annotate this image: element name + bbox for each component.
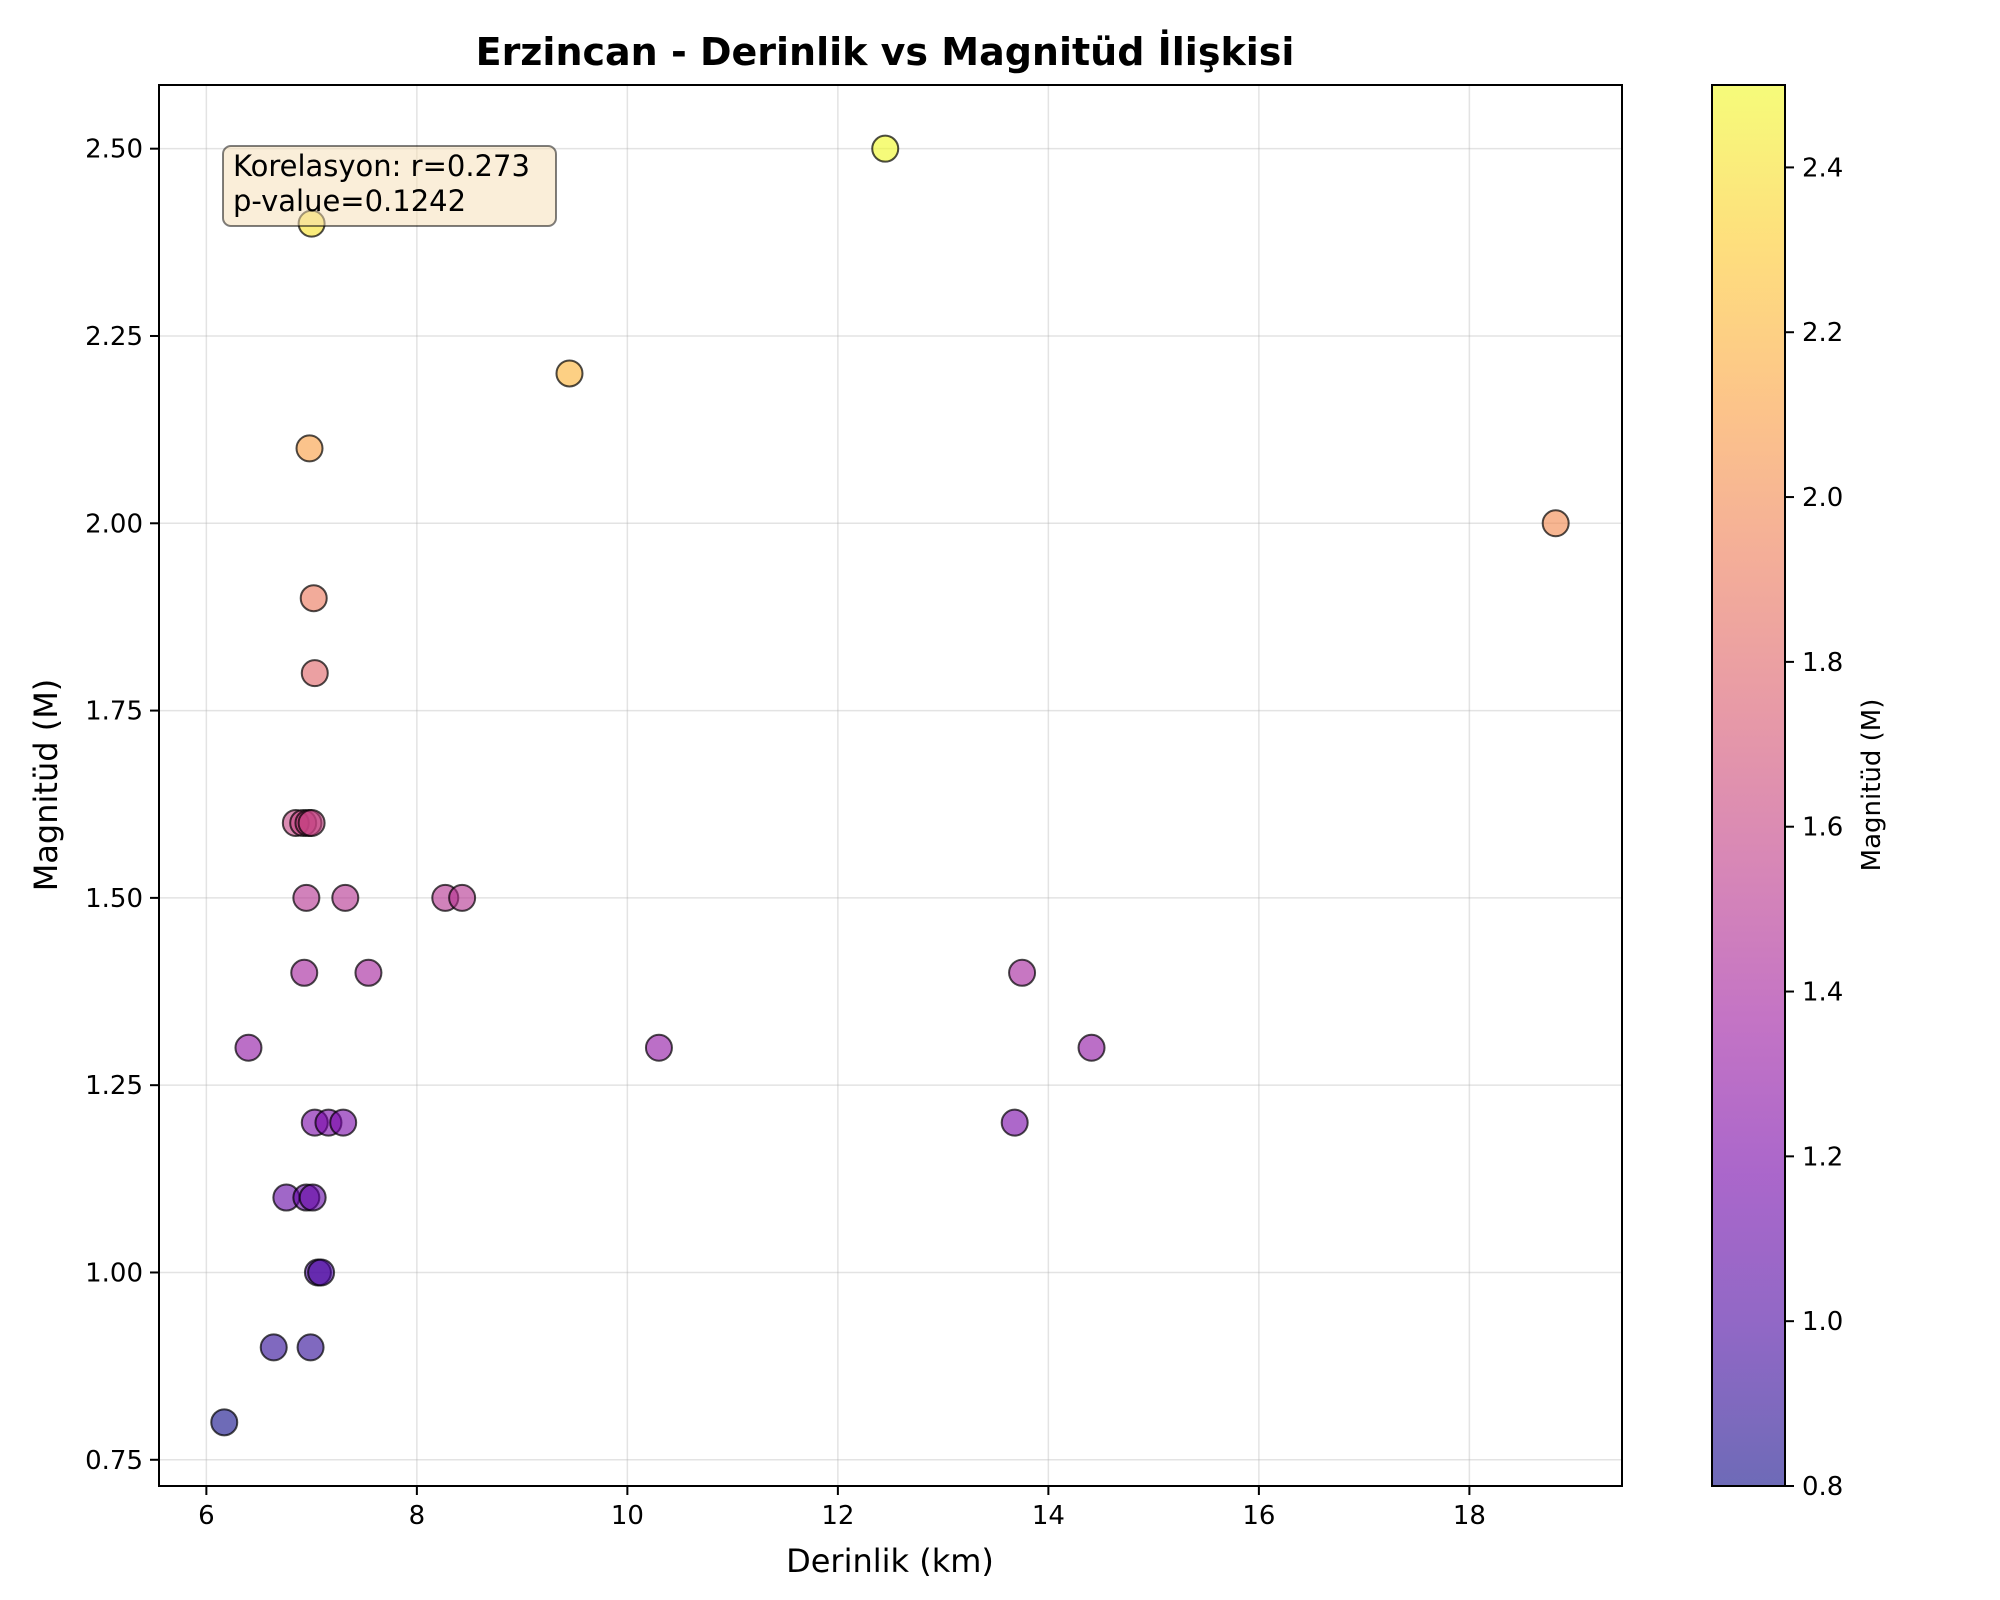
data-point xyxy=(297,808,326,837)
colorbar-tick-label: 1.8 xyxy=(1802,648,1843,678)
y-tick-label: 1.00 xyxy=(85,1258,143,1288)
y-tick-label: 1.50 xyxy=(85,884,143,914)
colorbar-gradient xyxy=(1712,85,1785,1486)
x-tick-label: 14 xyxy=(1032,1501,1065,1531)
data-point xyxy=(555,359,584,388)
data-point xyxy=(354,958,383,987)
annotation-background xyxy=(222,145,557,227)
x-tick-label: 10 xyxy=(611,1501,644,1531)
colorbar-label: Magnitüd (M) xyxy=(1857,699,1887,872)
y-tick-label: 2.00 xyxy=(85,509,143,539)
chart-title: Erzincan - Derinlik vs Magnitüd İlişkisi xyxy=(476,30,1295,74)
colorbar-tick-label: 2.4 xyxy=(1802,153,1843,183)
data-point xyxy=(331,883,360,912)
data-point xyxy=(295,434,324,463)
data-point xyxy=(307,1258,336,1287)
x-tick-label: 18 xyxy=(1453,1501,1486,1531)
data-point xyxy=(300,659,329,688)
annotation-p-value: p-value=0.1242 xyxy=(233,184,466,218)
data-point xyxy=(234,1033,263,1062)
y-axis-ticks: 0.75 1.00 1.25 1.50 1.75 2.00 2.25 2.50 xyxy=(85,135,159,1476)
colorbar-ticks: 0.8 1.0 1.2 1.4 1.6 1.8 2.0 2.2 2.4 xyxy=(1785,153,1843,1502)
data-point xyxy=(1008,958,1037,987)
data-point xyxy=(644,1033,673,1062)
grid-lines xyxy=(159,85,1622,1486)
data-point xyxy=(298,1183,327,1212)
x-tick-label: 8 xyxy=(409,1501,426,1531)
y-tick-label: 0.75 xyxy=(85,1446,143,1476)
data-point xyxy=(292,883,321,912)
data-point xyxy=(1077,1033,1106,1062)
y-axis-label: Magnitüd (M) xyxy=(27,679,65,892)
data-point xyxy=(290,958,319,987)
y-tick-label: 1.25 xyxy=(85,1071,143,1101)
data-point xyxy=(299,584,328,613)
y-tick-label: 2.50 xyxy=(85,135,143,165)
plot-frame xyxy=(158,84,1623,1487)
data-point xyxy=(210,1408,239,1437)
data-point xyxy=(1541,509,1570,538)
data-points xyxy=(210,134,1570,1437)
colorbar-frame xyxy=(1711,84,1786,1487)
y-tick-label: 1.75 xyxy=(85,697,143,727)
colorbar: 0.8 1.0 1.2 1.4 1.6 1.8 2.0 2.2 2.4 Magnitüd (M) xyxy=(1711,84,1887,1502)
x-tick-label: 16 xyxy=(1242,1501,1275,1531)
x-axis-ticks: 6 8 10 12 14 16 18 xyxy=(198,1486,1486,1531)
x-axis-label: Derinlik (km) xyxy=(786,1542,994,1580)
data-point xyxy=(448,883,477,912)
colorbar-tick-label: 1.6 xyxy=(1802,813,1843,843)
data-point xyxy=(296,1333,325,1362)
y-tick-label: 2.25 xyxy=(85,322,143,352)
data-point xyxy=(1000,1108,1029,1137)
colorbar-tick-label: 2.2 xyxy=(1802,318,1843,348)
data-point xyxy=(871,134,900,163)
data-point xyxy=(259,1333,288,1362)
colorbar-tick-label: 1.0 xyxy=(1802,1307,1843,1337)
annotation-correlation: Korelasyon: r=0.273 xyxy=(233,149,530,183)
x-tick-label: 12 xyxy=(821,1501,854,1531)
annotation-box: Korelasyon: r=0.273 p-value=0.1242 xyxy=(222,145,557,227)
data-point xyxy=(329,1108,358,1137)
colorbar-tick-label: 1.4 xyxy=(1802,978,1843,1008)
colorbar-tick-label: 1.2 xyxy=(1802,1142,1843,1172)
colorbar-tick-label: 2.0 xyxy=(1802,483,1843,513)
colorbar-tick-label: 0.8 xyxy=(1802,1472,1843,1502)
x-tick-label: 6 xyxy=(198,1501,215,1531)
